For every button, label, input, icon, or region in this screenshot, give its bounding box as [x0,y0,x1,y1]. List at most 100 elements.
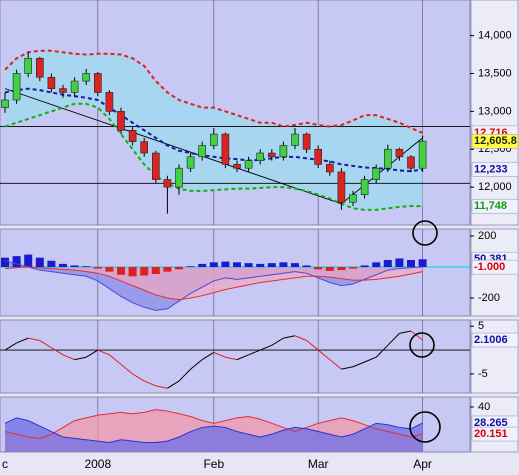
candle-body [383,148,392,169]
oscillator-segment [39,340,52,349]
plot [0,330,470,389]
trend-line [341,137,423,205]
candle-body [349,194,357,203]
candle-body [94,73,102,93]
value-marker-label: 11,748 [474,200,507,212]
x-tick-label: c [2,457,8,471]
candle-body [140,141,148,154]
candle-body [210,133,218,146]
histogram-bar [314,266,323,270]
oscillator-segment [97,349,110,356]
y-tick-label: 13,500 [478,67,512,79]
histogram-bar [82,266,91,267]
histogram-bar [221,261,230,267]
histogram-bar [209,262,218,267]
histogram-bar [186,266,195,267]
y-tick-label: 40 [478,401,490,413]
oscillator-segment [201,352,215,361]
candle-body [337,171,346,203]
plot [0,49,470,214]
oscillator-segment [85,349,99,358]
histogram-bar [279,262,288,267]
panel [0,319,471,394]
histogram-bar [105,266,114,272]
value-marker [471,162,519,177]
value-marker [471,198,519,214]
area-fill [5,266,423,300]
band-line [4,49,423,134]
candle-body [70,80,79,93]
candle-body [291,133,299,146]
oscillator-segment [225,356,238,361]
histogram-bar [12,256,21,267]
oscillator-segment [132,373,145,382]
candle-body [117,111,125,131]
candle-body [163,179,172,188]
histogram-bar [383,260,392,267]
histogram-bar [302,265,311,267]
oscillator-segment [236,354,249,361]
histogram-bar [244,263,253,267]
axis-strip [470,0,519,226]
oscillator-segment [306,340,319,351]
area-fill [5,417,423,452]
oscillator-segment [260,344,272,351]
oscillator-segment [190,359,203,370]
histogram-bar [93,266,102,269]
oscillator-segment [155,385,168,389]
candle-body [47,76,56,89]
oscillator-segment [74,356,87,361]
histogram-bar [233,262,241,267]
candle-body [221,133,230,165]
oscillator-segment [16,337,29,344]
candle-body [314,148,323,165]
indicator-line [4,260,423,311]
candle-body [360,179,369,195]
histogram-bar [291,263,299,267]
histogram-bar [163,266,172,272]
histogram-bar [360,265,369,267]
value-marker [471,133,519,149]
value-marker-label: -1.000 [474,261,505,273]
candle-body [128,130,137,142]
candle-body [325,164,334,173]
oscillator-segment [213,351,226,358]
y-tick-label: 200 [478,230,496,242]
oscillator-segment [62,354,75,361]
x-tick-label: Feb [203,457,224,471]
y-tick-label: -200 [478,292,500,304]
highlight-circle [412,220,438,246]
candle-body [302,133,311,150]
value-marker [471,259,519,275]
candle-body [35,58,44,78]
oscillator-segment [283,335,296,339]
highlight-circle [409,332,435,358]
oscillator-segment [248,349,261,356]
highlight-circle [409,411,441,443]
histogram-bar [35,257,44,267]
histogram-bar [198,263,207,267]
histogram-bar [395,258,404,267]
histogram-bar [407,260,415,267]
oscillator-segment [109,354,122,365]
histogram-bar [337,266,346,271]
histogram-bar [1,257,9,267]
histogram-bar [47,260,56,267]
indicator-line [4,417,423,443]
oscillator-segment [410,330,423,341]
oscillator-segment [178,368,191,382]
histogram-bar [70,265,79,267]
oscillator-segment [399,330,412,334]
oscillator-segment [28,337,40,342]
histogram-bar [267,263,276,267]
oscillator-segment [317,349,331,360]
histogram-bar [117,266,125,275]
candle-body [24,58,33,74]
histogram-bar [372,262,381,267]
value-marker-label: 20.151 [474,428,508,440]
oscillator-segment [144,380,156,387]
value-marker [471,332,519,348]
oscillator-segment [120,363,133,375]
candle-body [175,167,183,188]
